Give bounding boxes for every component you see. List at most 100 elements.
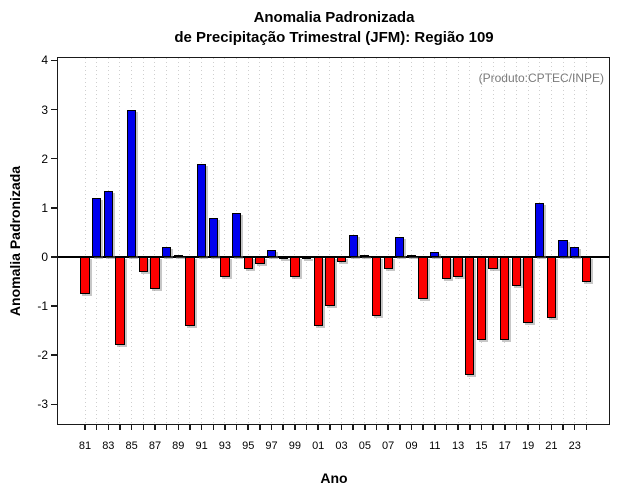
x-tick (573, 425, 576, 430)
x-tick (142, 425, 145, 430)
bar-1982 (92, 198, 102, 257)
x-tick (352, 425, 354, 430)
gridline (294, 58, 296, 424)
gridline (224, 58, 226, 424)
bar-1991 (196, 163, 207, 257)
bar-1999 (290, 256, 300, 277)
x-tick (364, 425, 366, 430)
bar-1992 (208, 217, 218, 257)
x-tick (585, 425, 588, 430)
bar-1986 (138, 256, 148, 272)
y-tick (51, 403, 57, 406)
x-tick (294, 425, 296, 430)
bar-2021 (546, 256, 557, 319)
gridline (341, 58, 343, 424)
bar-2005 (360, 254, 370, 257)
x-tick (492, 425, 494, 430)
bar-2012 (441, 256, 452, 280)
x-tick-label: 09 (405, 440, 418, 452)
x-tick (538, 425, 541, 430)
gridline (189, 58, 191, 424)
gridline (306, 58, 308, 424)
gridline (387, 58, 389, 424)
bar-2020 (535, 202, 545, 257)
bar-1987 (150, 256, 160, 289)
x-tick-label: 21 (545, 440, 558, 452)
x-tick (527, 425, 529, 430)
gridline (585, 58, 587, 424)
x-tick (224, 425, 226, 430)
x-tick (282, 425, 284, 430)
bar-2002 (325, 256, 335, 307)
x-tick (329, 425, 331, 430)
bar-1995 (243, 256, 253, 270)
y-tick (51, 305, 57, 307)
x-tick (165, 425, 168, 430)
x-tick-label: 03 (335, 440, 348, 452)
produto-annotation: (Produto:CPTEC/INPE) (478, 71, 604, 85)
x-tick (375, 425, 378, 430)
bar-1997 (266, 249, 277, 257)
x-tick (84, 425, 86, 430)
gridline (329, 58, 331, 424)
x-tick (515, 425, 518, 430)
bar-2011 (430, 252, 440, 257)
bar-2000 (301, 256, 312, 260)
bar-2014 (465, 256, 475, 375)
x-tick-label: 95 (242, 440, 255, 452)
y-tick-label: 1 (41, 200, 48, 215)
bar-1994 (231, 212, 242, 257)
x-axis-title: Ano (320, 470, 348, 486)
bar-1993 (220, 256, 230, 277)
y-axis-title: Anomalia Padronizada (7, 165, 23, 317)
x-tick-label: 07 (382, 440, 395, 452)
gridline (271, 58, 273, 424)
bar-1984 (115, 256, 125, 346)
y-tick (51, 354, 57, 356)
gridline (422, 58, 424, 424)
x-tick (434, 425, 436, 430)
bar-2015 (476, 256, 487, 341)
gridline (142, 58, 144, 424)
x-tick (469, 425, 471, 430)
bar-2004 (348, 234, 358, 257)
gridline (504, 58, 506, 424)
x-tick (270, 425, 273, 430)
y-tick (51, 207, 57, 209)
y-tick (51, 59, 57, 62)
gridline (574, 58, 576, 424)
x-tick-label: 99 (288, 440, 301, 452)
gridline (177, 58, 179, 424)
x-tick (212, 425, 214, 430)
x-tick-label: 91 (195, 440, 208, 452)
x-tick (119, 425, 121, 430)
bar-2022 (558, 239, 568, 257)
plot-area (57, 57, 610, 425)
bar-2018 (511, 256, 522, 287)
bar-1989 (173, 254, 183, 257)
x-tick-label: 01 (312, 440, 325, 452)
x-tick (457, 425, 459, 430)
bar-1985 (126, 109, 137, 257)
x-tick (387, 425, 389, 430)
x-tick (259, 425, 261, 430)
x-tick-label: 87 (148, 440, 162, 452)
x-tick-label: 15 (475, 440, 488, 452)
x-tick-label: 23 (568, 440, 581, 452)
y-tick (51, 256, 57, 258)
x-tick (305, 425, 308, 430)
bar-2007 (383, 256, 393, 270)
y-tick (51, 108, 57, 111)
bar-2003 (336, 256, 347, 262)
x-tick (130, 425, 133, 430)
x-tick-label: 85 (125, 440, 138, 452)
gridline (376, 58, 377, 424)
bar-2024 (581, 256, 592, 282)
y-tick-label: 4 (41, 53, 48, 68)
gridline (154, 58, 156, 424)
bar-1981 (80, 256, 90, 294)
gridline (259, 58, 261, 424)
y-tick-label: 3 (41, 102, 48, 117)
gridline (469, 58, 471, 424)
